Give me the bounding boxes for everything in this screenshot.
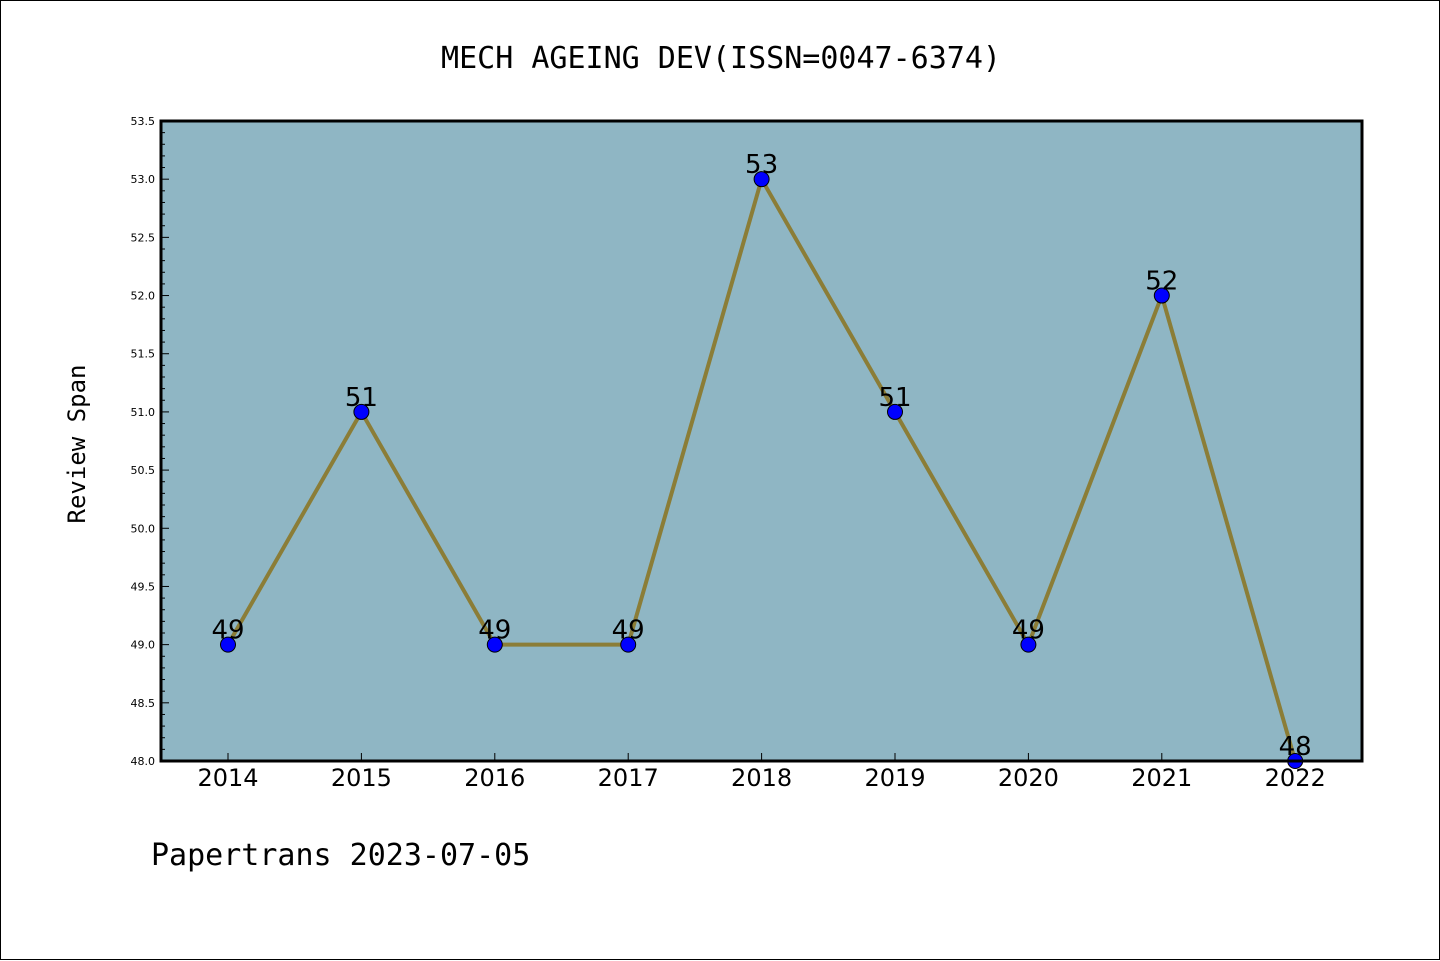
data-point xyxy=(353,403,370,420)
y-tick-label: 49.0 xyxy=(131,639,156,652)
data-points xyxy=(220,171,1304,769)
data-label: 48 xyxy=(1279,732,1312,762)
chart-title: MECH AGEING DEV(ISSN=0047-6374) xyxy=(441,41,1001,76)
data-label: 49 xyxy=(612,616,645,646)
x-tick-label: 2020 xyxy=(998,764,1059,792)
data-labels: 49 51 49 49 53 51 49 52 48 xyxy=(211,150,1311,762)
data-label: 51 xyxy=(878,383,911,413)
y-axis-label: Review Span xyxy=(63,365,91,524)
y-tick-label: 52.0 xyxy=(131,290,156,303)
data-point xyxy=(220,636,236,653)
y-tick-label: 50.0 xyxy=(131,522,156,535)
data-point xyxy=(1153,287,1170,304)
x-tick-label: 2015 xyxy=(331,764,392,792)
x-tick-label: 2021 xyxy=(1131,764,1192,792)
data-label: 49 xyxy=(478,616,511,646)
x-axis: 2014 2015 2016 2017 2018 2019 2020 2021 2022 xyxy=(197,753,1326,792)
y-tick-label: 48.5 xyxy=(131,697,156,710)
footer-text: Papertrans 2023-07-05 xyxy=(151,838,530,873)
data-point xyxy=(620,636,637,653)
plot-area xyxy=(161,121,1362,761)
y-tick-label: 51.0 xyxy=(131,406,156,419)
y-tick-label: 53.0 xyxy=(131,173,156,186)
data-point xyxy=(486,636,503,653)
plot-border xyxy=(159,119,1364,763)
data-point xyxy=(1020,636,1037,653)
data-point xyxy=(753,171,770,188)
y-tick-label: 52.5 xyxy=(131,231,156,244)
y-tick-label: 49.5 xyxy=(131,580,156,593)
y-tick-label: 51.5 xyxy=(131,348,156,361)
y-tick-label: 53.5 xyxy=(131,115,156,128)
x-tick-label: 2019 xyxy=(864,764,925,792)
y-tick-label: 48.0 xyxy=(131,755,156,768)
x-tick-label: 2014 xyxy=(197,764,258,792)
x-tick-label: 2016 xyxy=(464,764,525,792)
data-label: 52 xyxy=(1145,267,1178,297)
y-tick-label: 50.5 xyxy=(131,464,156,477)
data-label: 49 xyxy=(211,616,244,646)
data-label: 49 xyxy=(1012,616,1045,646)
data-label: 51 xyxy=(345,383,378,413)
data-point xyxy=(887,403,903,420)
data-label: 53 xyxy=(745,150,778,180)
x-tick-label: 2018 xyxy=(731,764,792,792)
x-tick-label: 2017 xyxy=(598,764,659,792)
